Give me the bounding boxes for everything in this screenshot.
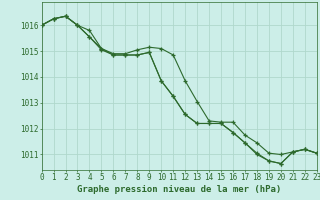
X-axis label: Graphe pression niveau de la mer (hPa): Graphe pression niveau de la mer (hPa) (77, 185, 281, 194)
